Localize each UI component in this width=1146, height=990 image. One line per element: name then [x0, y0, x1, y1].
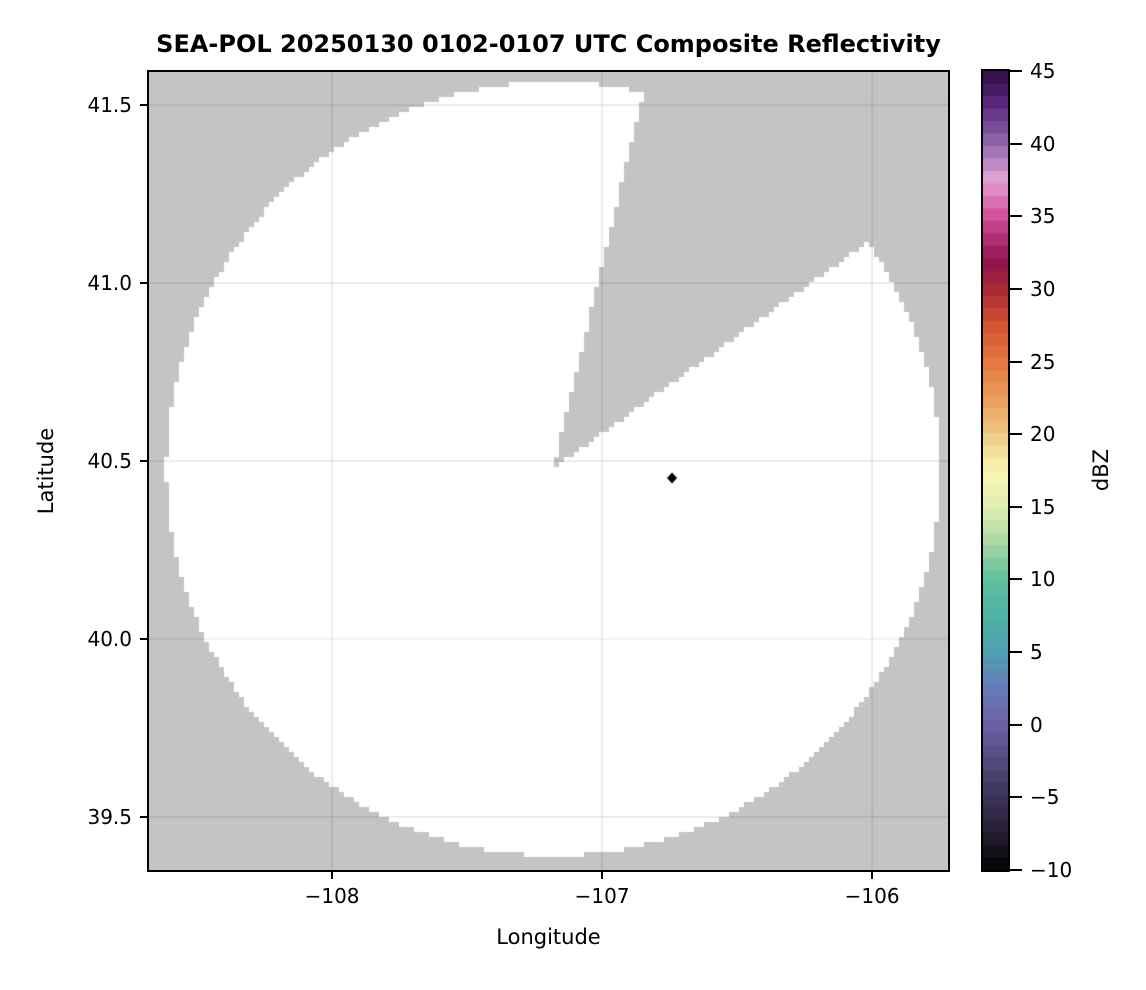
x-axis-label: Longitude [496, 925, 601, 949]
colorbar-tick [1010, 651, 1022, 654]
colorbar-tick [1010, 142, 1022, 145]
y-tick-label: 41.5 [87, 93, 132, 118]
colorbar-canvas [983, 71, 1008, 870]
y-tick [140, 460, 149, 462]
x-tick [601, 870, 603, 879]
x-tick [331, 870, 333, 879]
colorbar-tick [1010, 70, 1022, 72]
radar-map-canvas [149, 72, 948, 870]
chart-title: SEA-POL 20250130 0102-0107 UTC Composite… [156, 30, 941, 58]
colorbar-tick-label: 35 [1030, 204, 1056, 229]
y-tick [140, 816, 149, 818]
colorbar-tick [1010, 869, 1022, 871]
colorbar-tick-label: 0 [1030, 712, 1043, 737]
colorbar-tick-label: 20 [1030, 422, 1056, 447]
colorbar-unit-label: dBZ [1089, 448, 1113, 492]
y-tick-label: 40.0 [87, 627, 132, 651]
colorbar-tick-label: 40 [1030, 131, 1056, 156]
colorbar-tick-label: 45 [1030, 59, 1056, 83]
y-tick-label: 39.5 [87, 804, 132, 829]
colorbar-tick-label: 5 [1030, 640, 1043, 665]
y-tick-label: 40.5 [87, 449, 132, 474]
colorbar-tick [1010, 287, 1022, 290]
y-tick-label: 41.0 [87, 271, 132, 296]
colorbar-tick-label: 30 [1030, 276, 1056, 301]
y-tick [140, 282, 149, 284]
colorbar-tick [1010, 433, 1022, 436]
plot-border [147, 70, 950, 872]
colorbar-tick-label: 10 [1030, 567, 1056, 592]
colorbar-tick-label: −10 [1030, 858, 1073, 882]
y-tick [140, 104, 149, 106]
x-tick-label: −106 [844, 884, 900, 908]
x-tick-label: −107 [574, 884, 630, 908]
colorbar-tick [1010, 796, 1022, 799]
colorbar-tick [1010, 723, 1022, 726]
x-tick [871, 870, 873, 879]
colorbar-tick [1010, 215, 1022, 218]
colorbar-tick [1010, 578, 1022, 581]
x-tick-label: −108 [304, 884, 360, 908]
colorbar-tick-label: 25 [1030, 349, 1056, 374]
colorbar-border [981, 69, 1010, 872]
colorbar-tick [1010, 505, 1022, 508]
y-tick [140, 638, 149, 640]
colorbar-tick [1010, 360, 1022, 363]
colorbar-tick-label: 15 [1030, 494, 1056, 519]
colorbar-tick-label: −5 [1030, 785, 1060, 810]
y-axis-label: Latitude [34, 427, 58, 515]
